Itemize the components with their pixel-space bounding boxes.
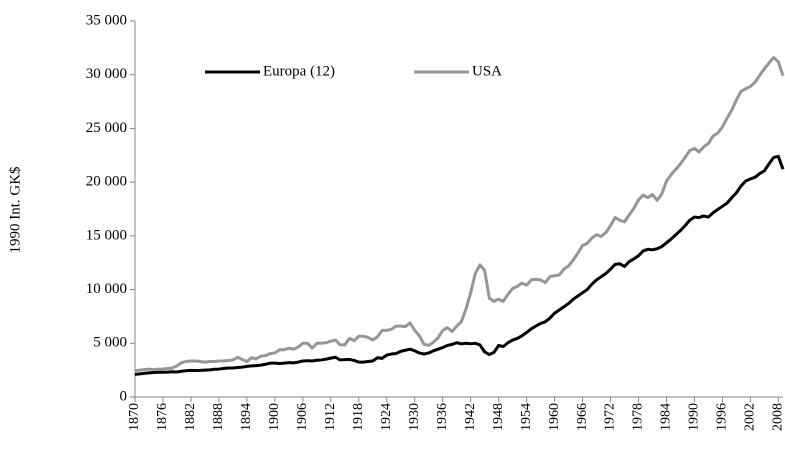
x-tick-label: 1870	[127, 403, 142, 431]
y-tick-label: 15 000	[86, 227, 127, 243]
y-tick-label: 30 000	[86, 66, 127, 82]
x-tick-label: 1990	[687, 403, 702, 431]
x-tick-label: 2008	[771, 403, 785, 431]
series-line	[134, 154, 785, 376]
x-tick-label: 1942	[463, 403, 478, 431]
y-tick-label: 35 000	[86, 12, 127, 28]
x-tick-label: 1894	[239, 403, 254, 431]
x-tick-label: 1996	[715, 403, 730, 431]
x-tick-label: 1924	[379, 403, 394, 431]
y-tick-label: 5 000	[93, 335, 127, 351]
y-tick-label: 25 000	[86, 120, 127, 136]
x-tick-label: 1918	[351, 403, 366, 431]
x-tick-label: 1882	[183, 403, 198, 431]
y-tick-label: 10 000	[86, 281, 127, 297]
x-tick-label: 1888	[211, 403, 226, 431]
x-tick-label: 1906	[295, 403, 310, 431]
x-tick-label: 1960	[547, 403, 562, 431]
x-tick-label: 1978	[631, 403, 646, 431]
series-line	[134, 56, 785, 373]
x-tick-label: 1948	[491, 403, 506, 431]
x-tick-label: 1972	[603, 403, 618, 431]
legend-label: USA	[472, 63, 502, 79]
x-tick-label: 1954	[519, 403, 534, 431]
x-tick-label: 1936	[435, 403, 450, 431]
x-tick-label: 1930	[407, 403, 422, 431]
x-tick-label: 1966	[575, 403, 590, 431]
y-tick-label: 20 000	[86, 174, 127, 190]
x-tick-label: 2002	[743, 403, 758, 431]
y-axis-label: 1990 Int. GK$	[7, 166, 23, 254]
legend-label: Europa (12)	[263, 63, 335, 79]
x-tick-label: 1912	[323, 403, 338, 431]
x-tick-label: 1900	[267, 403, 282, 431]
x-tick-label: 1876	[155, 403, 170, 431]
x-tick-label: 1984	[659, 403, 674, 431]
y-tick-label: 0	[120, 388, 128, 404]
